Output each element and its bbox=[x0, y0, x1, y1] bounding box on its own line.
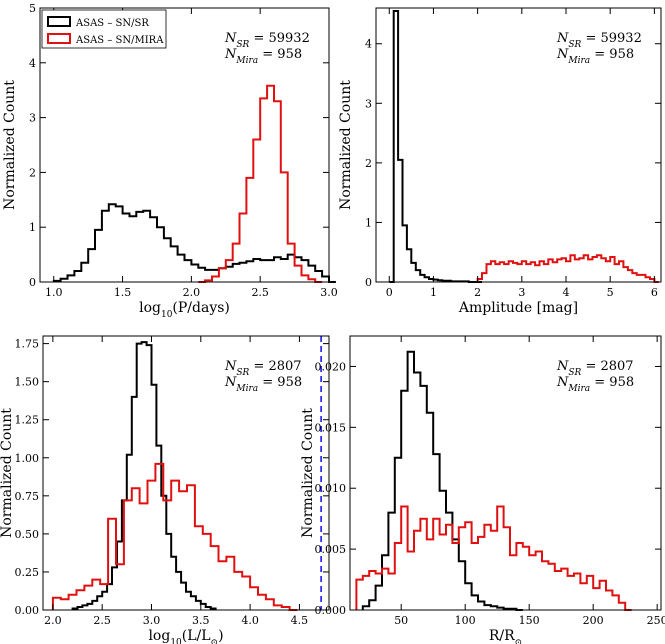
y-tick-label: 0.010 bbox=[315, 482, 347, 495]
y-tick-label: 2 bbox=[365, 157, 372, 170]
y-axis-label: Normalized Count bbox=[0, 408, 15, 538]
series-mira bbox=[198, 84, 323, 283]
x-tick-label: 1 bbox=[430, 286, 437, 299]
y-tick-label: 0 bbox=[365, 276, 372, 289]
x-tick-label: 50 bbox=[394, 614, 408, 627]
x-tick-label: 1.5 bbox=[114, 286, 132, 299]
y-tick-label: 0.00 bbox=[15, 604, 40, 617]
y-tick-label: 5 bbox=[29, 2, 36, 15]
plot-frame bbox=[375, 7, 662, 283]
y-axis-label: Normalized Count bbox=[300, 408, 316, 538]
x-tick-label: 3 bbox=[518, 286, 525, 299]
x-tick-label: 6 bbox=[651, 286, 658, 299]
x-tick-label: 2.5 bbox=[93, 614, 111, 627]
x-tick-label: 150 bbox=[519, 614, 540, 627]
legend-label: ASAS – SN/MIRA bbox=[75, 35, 164, 46]
legend-swatch bbox=[47, 16, 71, 27]
x-tick-label: 1.0 bbox=[45, 286, 63, 299]
y-tick-label: 4 bbox=[29, 57, 36, 70]
y-tick-label: 1.75 bbox=[15, 338, 40, 351]
y-tick-label: 3 bbox=[365, 97, 372, 110]
y-tick-label: 0.75 bbox=[15, 490, 40, 503]
n-sr-annotation: NSR = 59932 bbox=[224, 31, 310, 50]
y-tick-label: 4 bbox=[365, 38, 372, 51]
series-sr bbox=[52, 203, 336, 283]
y-tick-label: 1.50 bbox=[15, 376, 40, 389]
y-tick-label: 3 bbox=[29, 112, 36, 125]
y-axis-label: Normalized Count bbox=[338, 80, 354, 210]
n-sr-annotation: NSR = 2807 bbox=[556, 359, 634, 378]
series-mira bbox=[51, 462, 298, 611]
series-sr bbox=[389, 10, 482, 283]
n-mira-annotation: NMira = 958 bbox=[224, 47, 302, 66]
legend-swatch bbox=[47, 33, 71, 44]
n-mira-annotation: NMira = 958 bbox=[556, 47, 634, 66]
x-tick-label: 2.0 bbox=[44, 614, 62, 627]
n-mira-annotation: NMira = 958 bbox=[556, 375, 634, 394]
series-sr bbox=[71, 341, 217, 610]
n-mira-annotation: NMira = 958 bbox=[224, 375, 302, 394]
series-sr bbox=[361, 350, 523, 611]
y-tick-label: 0.000 bbox=[315, 604, 347, 617]
x-axis-label: log10(L/L⊙) bbox=[148, 628, 223, 644]
x-axis-label: Amplitude [mag] bbox=[458, 300, 578, 316]
y-tick-label: 0.015 bbox=[315, 421, 347, 434]
y-tick-label: 1 bbox=[29, 221, 36, 234]
x-tick-label: 4.0 bbox=[241, 614, 259, 627]
y-axis-label: Normalized Count bbox=[2, 80, 18, 210]
legend-label: ASAS – SN/SR bbox=[75, 18, 149, 29]
y-tick-label: 2 bbox=[29, 166, 36, 179]
x-tick-label: 2.0 bbox=[183, 286, 201, 299]
legend: ASAS – SN/SR ASAS – SN/MIRA bbox=[41, 9, 167, 49]
chart-luminosity: 2.0 2.5 3.0 3.5 4.0 4.5 0.00 0.25 0.50 0.75 1.00 1.… bbox=[0, 335, 330, 644]
x-tick-label: 250 bbox=[647, 614, 665, 627]
series-mira bbox=[476, 254, 659, 283]
x-tick-label: 2 bbox=[474, 286, 481, 299]
plot-frame bbox=[349, 335, 662, 611]
y-tick-label: 1 bbox=[365, 216, 372, 229]
x-tick-label: 2.5 bbox=[251, 286, 269, 299]
y-tick-label: 0.020 bbox=[315, 360, 347, 373]
x-tick-label: 100 bbox=[455, 614, 476, 627]
x-axis-label: R/R⊙ bbox=[489, 628, 522, 644]
x-tick-label: 200 bbox=[583, 614, 604, 627]
x-tick-label: 3.0 bbox=[143, 614, 161, 627]
x-tick-label: 0 bbox=[386, 286, 393, 299]
chart-radius: 50 100 150 200 250 0.000 0.005 0.010 0.015 0.020 R… bbox=[300, 335, 665, 644]
x-tick-label: 3.0 bbox=[320, 286, 338, 299]
chart-period: 1.0 1.5 2.0 2.5 3.0 0 1 2 3 4 5 log10(P/days) Normal… bbox=[2, 2, 338, 320]
plot-frame bbox=[42, 335, 330, 611]
y-tick-label: 0.25 bbox=[15, 566, 40, 579]
plot-frame bbox=[39, 7, 330, 283]
n-sr-annotation: NSR = 2807 bbox=[224, 359, 302, 378]
y-tick-label: 0.50 bbox=[15, 528, 40, 541]
y-tick-label: 1.25 bbox=[15, 414, 40, 427]
x-tick-label: 4 bbox=[563, 286, 570, 299]
x-tick-label: 4.5 bbox=[291, 614, 309, 627]
n-sr-annotation: NSR = 59932 bbox=[556, 31, 642, 50]
series-mira bbox=[355, 505, 632, 611]
y-tick-label: 0.005 bbox=[315, 543, 347, 556]
y-tick-label: 0 bbox=[29, 276, 36, 289]
x-axis-label: log10(P/days) bbox=[139, 300, 230, 320]
x-tick-label: 3.5 bbox=[192, 614, 210, 627]
x-tick-label: 5 bbox=[607, 286, 614, 299]
y-tick-label: 1.00 bbox=[15, 452, 40, 465]
